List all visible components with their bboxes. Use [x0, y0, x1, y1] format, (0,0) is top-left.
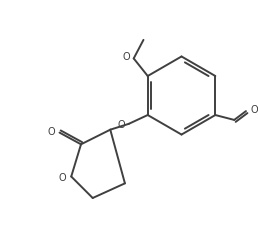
Text: O: O: [117, 120, 125, 130]
Text: O: O: [251, 105, 258, 115]
Text: O: O: [122, 52, 130, 62]
Text: O: O: [59, 174, 66, 183]
Text: O: O: [47, 127, 55, 137]
